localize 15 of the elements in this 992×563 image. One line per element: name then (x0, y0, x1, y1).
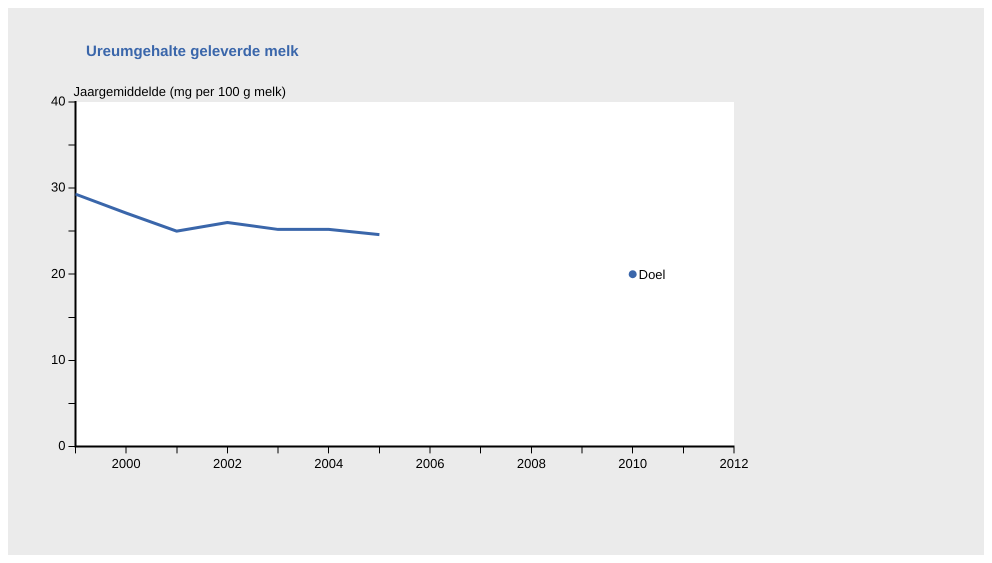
chart-title: Ureumgehalte geleverde melk (86, 43, 300, 60)
y-tick-label: 20 (50, 266, 66, 281)
y-axis-title: Jaargemiddelde (mg per 100 g melk) (73, 84, 286, 99)
y-tick-label: 30 (50, 180, 66, 195)
x-tick-label: 2002 (212, 456, 242, 471)
y-tick-label: 10 (50, 352, 66, 367)
y-tick-label: 40 (50, 94, 66, 109)
x-tick-label: 2006 (416, 456, 445, 471)
x-tick-label: 2010 (618, 456, 648, 471)
series-label: Doel (638, 266, 666, 282)
x-tick-label: 2000 (112, 456, 141, 471)
x-tick-label: 2004 (314, 456, 344, 471)
x-tick-label: 2008 (516, 456, 546, 471)
y-tick-label: 0 (58, 438, 66, 453)
x-tick-label: 2012 (720, 456, 748, 471)
